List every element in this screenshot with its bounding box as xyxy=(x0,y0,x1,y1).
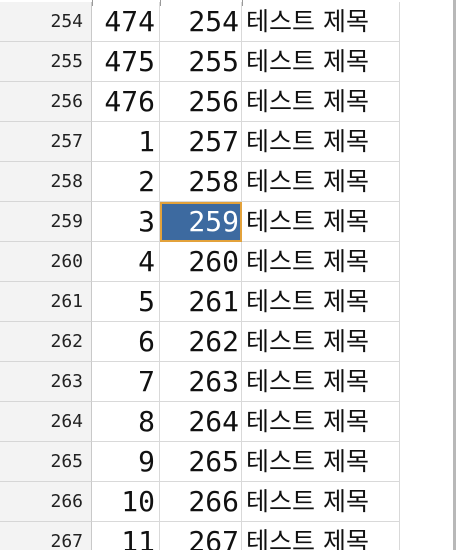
row-header[interactable]: 259 xyxy=(0,202,92,242)
scrollbar-edge[interactable] xyxy=(453,0,456,550)
table-cell[interactable]: 11 xyxy=(92,522,160,550)
table-cell[interactable]: 테스트 제목 xyxy=(242,482,400,522)
table-cell[interactable]: 테스트 제목 xyxy=(242,42,400,82)
row-header[interactable]: 261 xyxy=(0,282,92,322)
row-header[interactable]: 256 xyxy=(0,82,92,122)
table-row: 261 5 261 테스트 제목 xyxy=(0,282,456,322)
column-divider[interactable] xyxy=(242,0,243,6)
table-cell[interactable]: 테스트 제목 xyxy=(242,82,400,122)
row-header[interactable]: 257 xyxy=(0,122,92,162)
table-cell[interactable]: 475 xyxy=(92,42,160,82)
table-cell[interactable]: 260 xyxy=(160,242,242,282)
table-cell[interactable]: 테스트 제목 xyxy=(242,162,400,202)
table-cell[interactable]: 테스트 제목 xyxy=(242,522,400,550)
table-cell[interactable]: 263 xyxy=(160,362,242,402)
column-divider[interactable] xyxy=(92,0,93,6)
table-cell[interactable]: 258 xyxy=(160,162,242,202)
table-cell[interactable]: 7 xyxy=(92,362,160,402)
table-cell[interactable]: 테스트 제목 xyxy=(242,242,400,282)
selected-cell[interactable]: 259 xyxy=(160,202,242,242)
table-cell[interactable]: 261 xyxy=(160,282,242,322)
table-row: 254 474 254 테스트 제목 xyxy=(0,2,456,42)
table-cell[interactable]: 테스트 제목 xyxy=(242,122,400,162)
table-row: 262 6 262 테스트 제목 xyxy=(0,322,456,362)
column-divider[interactable] xyxy=(160,0,161,6)
table-cell[interactable]: 474 xyxy=(92,2,160,42)
table-cell[interactable]: 1 xyxy=(92,122,160,162)
table-row: 257 1 257 테스트 제목 xyxy=(0,122,456,162)
table-cell[interactable]: 테스트 제목 xyxy=(242,402,400,442)
table-cell[interactable]: 테스트 제목 xyxy=(242,2,400,42)
row-header[interactable]: 264 xyxy=(0,402,92,442)
table-cell[interactable]: 264 xyxy=(160,402,242,442)
table-row: 259 3 259 테스트 제목 xyxy=(0,202,456,242)
table-row: 255 475 255 테스트 제목 xyxy=(0,42,456,82)
table-cell[interactable]: 테스트 제목 xyxy=(242,322,400,362)
table-row: 266 10 266 테스트 제목 xyxy=(0,482,456,522)
table-cell[interactable]: 267 xyxy=(160,522,242,550)
table-cell[interactable]: 266 xyxy=(160,482,242,522)
table-cell[interactable]: 257 xyxy=(160,122,242,162)
table-cell[interactable]: 10 xyxy=(92,482,160,522)
table-row: 258 2 258 테스트 제목 xyxy=(0,162,456,202)
table-row: 267 11 267 테스트 제목 xyxy=(0,522,456,550)
table-cell[interactable]: 테스트 제목 xyxy=(242,202,400,242)
table-row: 263 7 263 테스트 제목 xyxy=(0,362,456,402)
table-row: 264 8 264 테스트 제목 xyxy=(0,402,456,442)
table-cell[interactable]: 255 xyxy=(160,42,242,82)
table-cell[interactable]: 6 xyxy=(92,322,160,362)
row-header[interactable]: 262 xyxy=(0,322,92,362)
table-cell[interactable]: 254 xyxy=(160,2,242,42)
table-cell[interactable]: 8 xyxy=(92,402,160,442)
table-cell[interactable]: 4 xyxy=(92,242,160,282)
row-header[interactable]: 255 xyxy=(0,42,92,82)
row-header[interactable]: 265 xyxy=(0,442,92,482)
table-cell[interactable]: 262 xyxy=(160,322,242,362)
row-header[interactable]: 258 xyxy=(0,162,92,202)
row-header[interactable]: 254 xyxy=(0,2,92,42)
table-cell[interactable]: 265 xyxy=(160,442,242,482)
table-row: 260 4 260 테스트 제목 xyxy=(0,242,456,282)
table-row: 265 9 265 테스트 제목 xyxy=(0,442,456,482)
table-cell[interactable]: 476 xyxy=(92,82,160,122)
row-header[interactable]: 260 xyxy=(0,242,92,282)
table-cell[interactable]: 테스트 제목 xyxy=(242,442,400,482)
table-row: 256 476 256 테스트 제목 xyxy=(0,82,456,122)
row-header[interactable]: 263 xyxy=(0,362,92,402)
row-header[interactable]: 267 xyxy=(0,522,92,550)
table-cell[interactable]: 2 xyxy=(92,162,160,202)
row-header[interactable]: 266 xyxy=(0,482,92,522)
table-cell[interactable]: 256 xyxy=(160,82,242,122)
table-cell[interactable]: 9 xyxy=(92,442,160,482)
table-cell[interactable]: 테스트 제목 xyxy=(242,282,400,322)
table-cell[interactable]: 5 xyxy=(92,282,160,322)
table-cell[interactable]: 3 xyxy=(92,202,160,242)
table-cell[interactable]: 테스트 제목 xyxy=(242,362,400,402)
